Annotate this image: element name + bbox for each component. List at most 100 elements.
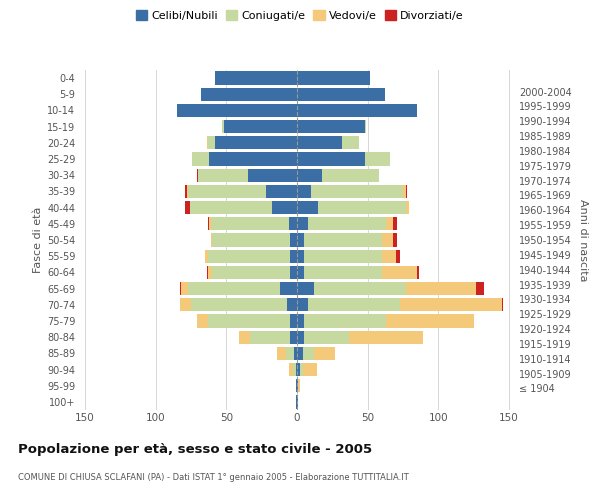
Bar: [190, 201, 272, 214]
Bar: [289, 363, 293, 376]
Bar: [290, 330, 297, 344]
Bar: [212, 234, 290, 246]
Bar: [297, 72, 370, 85]
Bar: [180, 298, 191, 312]
Bar: [211, 217, 289, 230]
Bar: [300, 363, 302, 376]
Bar: [205, 250, 208, 263]
Bar: [314, 282, 406, 295]
Bar: [382, 250, 396, 263]
Bar: [304, 266, 382, 279]
Bar: [302, 346, 314, 360]
Bar: [297, 379, 298, 392]
Bar: [293, 363, 296, 376]
Bar: [417, 266, 419, 279]
Bar: [297, 168, 322, 182]
Bar: [224, 120, 297, 134]
Bar: [272, 201, 297, 214]
Bar: [297, 201, 318, 214]
Bar: [349, 330, 423, 344]
Bar: [208, 266, 212, 279]
Bar: [386, 314, 473, 328]
Legend: Celibi/Nubili, Coniugati/e, Vedovi/e, Divorziati/e: Celibi/Nubili, Coniugati/e, Vedovi/e, Di…: [134, 8, 466, 23]
Bar: [476, 282, 484, 295]
Bar: [297, 250, 304, 263]
Bar: [406, 185, 407, 198]
Bar: [297, 363, 300, 376]
Y-axis label: Fasce di età: Fasce di età: [32, 207, 43, 273]
Bar: [215, 136, 297, 149]
Bar: [386, 217, 393, 230]
Bar: [396, 250, 400, 263]
Bar: [297, 266, 304, 279]
Bar: [290, 234, 297, 246]
Bar: [290, 314, 297, 328]
Text: COMUNE DI CHIUSA SCLAFANI (PA) - Dati ISTAT 1° gennaio 2005 - Elaborazione TUTTI: COMUNE DI CHIUSA SCLAFANI (PA) - Dati IS…: [18, 472, 409, 482]
Bar: [286, 346, 294, 360]
Bar: [208, 250, 290, 263]
Bar: [177, 104, 297, 117]
Bar: [400, 298, 502, 312]
Bar: [290, 250, 297, 263]
Bar: [277, 346, 286, 360]
Bar: [212, 266, 290, 279]
Bar: [201, 88, 297, 101]
Bar: [211, 234, 212, 246]
Bar: [297, 136, 342, 149]
Bar: [302, 363, 317, 376]
Bar: [185, 185, 187, 198]
Bar: [198, 168, 248, 182]
Bar: [365, 152, 390, 166]
Bar: [297, 298, 308, 312]
Bar: [208, 314, 290, 328]
Bar: [308, 298, 400, 312]
Bar: [308, 217, 386, 230]
Bar: [382, 266, 417, 279]
Bar: [208, 136, 215, 149]
Bar: [393, 234, 397, 246]
Bar: [180, 282, 181, 295]
Bar: [208, 217, 209, 230]
Bar: [206, 266, 208, 279]
Bar: [304, 330, 349, 344]
Bar: [297, 120, 365, 134]
Bar: [403, 185, 406, 198]
Bar: [393, 217, 397, 230]
Bar: [304, 250, 382, 263]
Bar: [304, 234, 382, 246]
Bar: [280, 282, 297, 295]
Y-axis label: Anni di nascita: Anni di nascita: [578, 198, 589, 281]
Bar: [209, 152, 297, 166]
Bar: [297, 396, 298, 408]
Bar: [406, 282, 476, 295]
Bar: [297, 185, 311, 198]
Bar: [297, 104, 417, 117]
Bar: [197, 168, 198, 182]
Bar: [266, 185, 297, 198]
Bar: [289, 217, 297, 230]
Bar: [215, 72, 297, 85]
Bar: [188, 282, 280, 295]
Bar: [365, 120, 366, 134]
Bar: [502, 298, 503, 312]
Bar: [322, 168, 379, 182]
Bar: [342, 136, 359, 149]
Bar: [206, 136, 208, 149]
Bar: [197, 314, 208, 328]
Bar: [250, 330, 290, 344]
Bar: [191, 298, 287, 312]
Bar: [222, 120, 224, 134]
Bar: [193, 152, 209, 166]
Bar: [314, 346, 335, 360]
Bar: [290, 266, 297, 279]
Bar: [239, 330, 250, 344]
Bar: [298, 379, 300, 392]
Bar: [297, 88, 385, 101]
Bar: [297, 152, 365, 166]
Bar: [382, 234, 393, 246]
Bar: [297, 234, 304, 246]
Bar: [304, 314, 386, 328]
Bar: [187, 185, 188, 198]
Bar: [318, 201, 406, 214]
Bar: [181, 282, 188, 295]
